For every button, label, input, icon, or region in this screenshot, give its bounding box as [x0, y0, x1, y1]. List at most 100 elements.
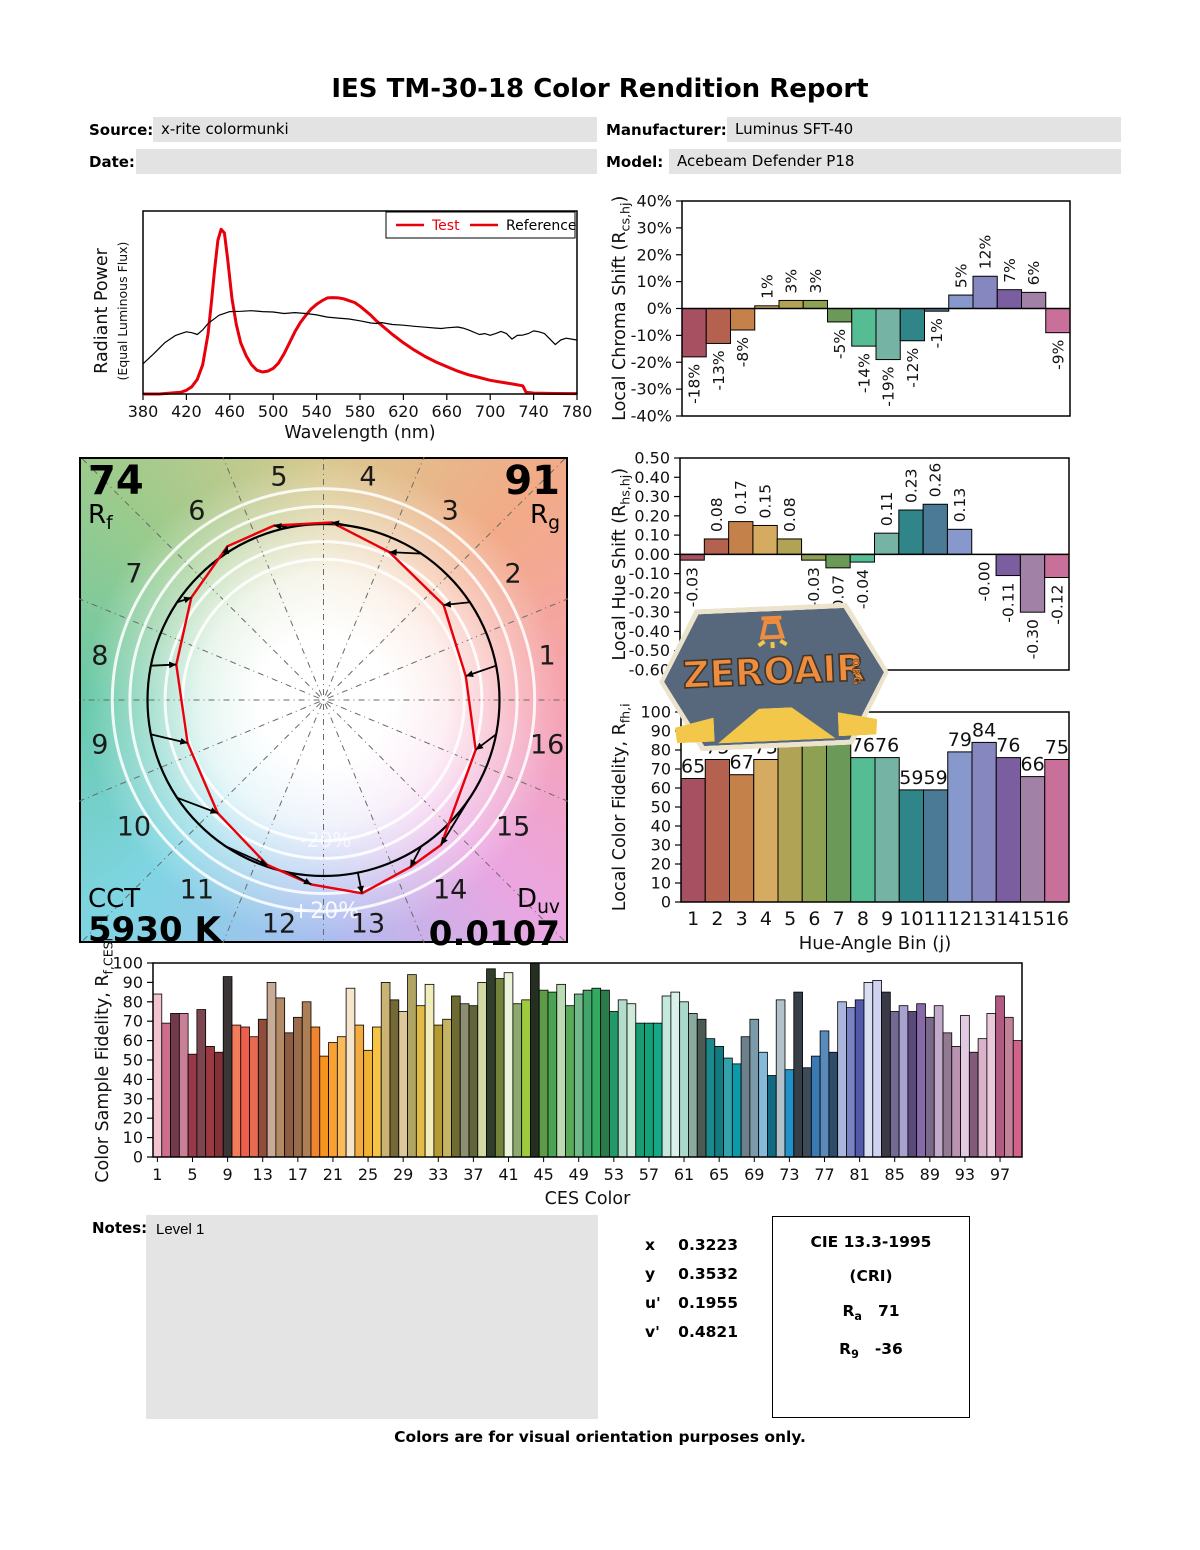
svg-text:780: 780 [562, 402, 593, 421]
svg-text:80: 80 [123, 992, 143, 1011]
svg-text:5: 5 [270, 461, 287, 492]
model-field[interactable]: Acebeam Defender P18 [669, 149, 1121, 174]
svg-text:-18%: -18% [686, 364, 704, 404]
lantern-icon [757, 615, 788, 649]
svg-text:1: 1 [152, 1165, 162, 1184]
svg-text:-13%: -13% [710, 350, 728, 390]
svg-text:20%: 20% [636, 245, 672, 264]
svg-text:15: 15 [1021, 908, 1045, 930]
svg-text:0.40: 0.40 [634, 468, 670, 487]
source-label: Source: [89, 121, 154, 139]
svg-text:77: 77 [814, 1165, 834, 1184]
model-value: Acebeam Defender P18 [677, 152, 855, 170]
manufacturer-value: Luminus SFT-40 [735, 120, 854, 138]
svg-text:76: 76 [875, 735, 899, 757]
svg-text:-0.03: -0.03 [684, 567, 702, 607]
local-color-fidelity-chart: 1009080706050403020100657567758289877676… [640, 703, 1070, 954]
svg-text:0.11: 0.11 [878, 492, 896, 527]
svg-text:CES Color: CES Color [545, 1189, 631, 1205]
svg-text:Wavelength (nm): Wavelength (nm) [284, 423, 435, 443]
svg-text:10: 10 [123, 1128, 143, 1147]
svg-text:2: 2 [504, 558, 521, 589]
svg-text:-0.03: -0.03 [805, 567, 823, 607]
svg-text:-30%: -30% [631, 380, 672, 399]
svg-text:11: 11 [924, 908, 948, 930]
zeroair-watermark: ZEROAIR ORG [656, 601, 892, 753]
svg-text:7: 7 [125, 558, 142, 589]
svg-text:89: 89 [920, 1165, 940, 1184]
svg-text:-0.10: -0.10 [629, 564, 670, 583]
svg-text:65: 65 [681, 756, 705, 778]
svg-text:90: 90 [651, 722, 671, 741]
svg-text:-0.60: -0.60 [629, 661, 670, 680]
cri-title: CIE 13.3-1995 [810, 1233, 932, 1251]
svg-text:0.08: 0.08 [708, 497, 726, 532]
svg-text:73: 73 [779, 1165, 799, 1184]
svg-text:65: 65 [709, 1165, 729, 1184]
page-title: IES TM-30-18 Color Rendition Report [331, 74, 869, 104]
svg-text:-0.11: -0.11 [1000, 583, 1018, 623]
svg-text:8: 8 [91, 641, 108, 672]
svg-text:100: 100 [112, 954, 143, 973]
svg-text:6: 6 [188, 495, 205, 526]
svg-text:14: 14 [433, 875, 467, 906]
date-field[interactable] [136, 149, 597, 174]
svg-text:2: 2 [711, 908, 723, 930]
svg-text:13: 13 [351, 909, 385, 940]
svg-text:10: 10 [899, 908, 923, 930]
svg-text:Test: Test [431, 218, 460, 234]
local-chroma-shift-chart: 40% 30% 20% 10% 0% -10% -20% -30% -40% -18% -13% -8… [631, 192, 1071, 426]
svg-text:66: 66 [1021, 754, 1045, 776]
svg-text:67: 67 [730, 752, 754, 774]
svg-text:500: 500 [258, 402, 289, 421]
svg-text:0.50: 0.50 [634, 450, 670, 468]
model-label: Model: [606, 153, 664, 171]
svg-text:100: 100 [640, 703, 671, 722]
notes-field[interactable]: Level 1 [146, 1215, 598, 1419]
svg-text:1: 1 [687, 908, 699, 930]
svg-text:0: 0 [133, 1148, 143, 1167]
svg-text:0.13: 0.13 [951, 488, 969, 523]
svg-text:50: 50 [123, 1051, 143, 1070]
svg-text:540: 540 [301, 402, 332, 421]
source-field[interactable]: x-rite colormunki [153, 117, 597, 142]
svg-text:3: 3 [442, 495, 459, 526]
svg-text:1%: 1% [758, 274, 776, 299]
svg-text:-1%: -1% [928, 318, 946, 348]
svg-text:660: 660 [432, 402, 463, 421]
svg-text:0.30: 0.30 [634, 487, 670, 506]
svg-text:79: 79 [948, 729, 972, 751]
duv-value: Duv 0.0107 [428, 884, 560, 955]
svg-text:0.10: 0.10 [634, 526, 670, 545]
svg-text:50: 50 [651, 798, 671, 817]
svg-text:420: 420 [171, 402, 202, 421]
svg-text:5: 5 [784, 908, 796, 930]
svg-text:5%: 5% [952, 263, 970, 288]
svg-text:15: 15 [496, 812, 530, 843]
svg-text:6: 6 [808, 908, 820, 930]
svg-text:0.08: 0.08 [781, 497, 799, 532]
svg-text:1: 1 [539, 641, 556, 672]
svg-text:10: 10 [117, 812, 151, 843]
svg-text:7: 7 [833, 908, 845, 930]
svg-text:10: 10 [651, 874, 671, 893]
svg-text:75: 75 [1045, 737, 1069, 759]
svg-text:29: 29 [393, 1165, 413, 1184]
svg-text:16: 16 [530, 729, 564, 760]
svg-text:53: 53 [604, 1165, 624, 1184]
svg-text:0.26: 0.26 [927, 463, 945, 498]
svg-text:-0.12: -0.12 [1048, 584, 1066, 624]
svg-text:620: 620 [388, 402, 419, 421]
svg-text:9: 9 [881, 908, 893, 930]
svg-text:-40%: -40% [631, 407, 672, 426]
svg-text:Reference: Reference [506, 218, 577, 234]
svg-text:61: 61 [674, 1165, 694, 1184]
manufacturer-field[interactable]: Luminus SFT-40 [727, 117, 1121, 142]
svg-text:76: 76 [851, 735, 875, 757]
svg-text:-10%: -10% [631, 326, 672, 345]
svg-text:40: 40 [651, 817, 671, 836]
svg-text:5: 5 [187, 1165, 197, 1184]
svg-text:+20%: +20% [292, 899, 359, 924]
svg-text:-0.00: -0.00 [975, 561, 993, 601]
